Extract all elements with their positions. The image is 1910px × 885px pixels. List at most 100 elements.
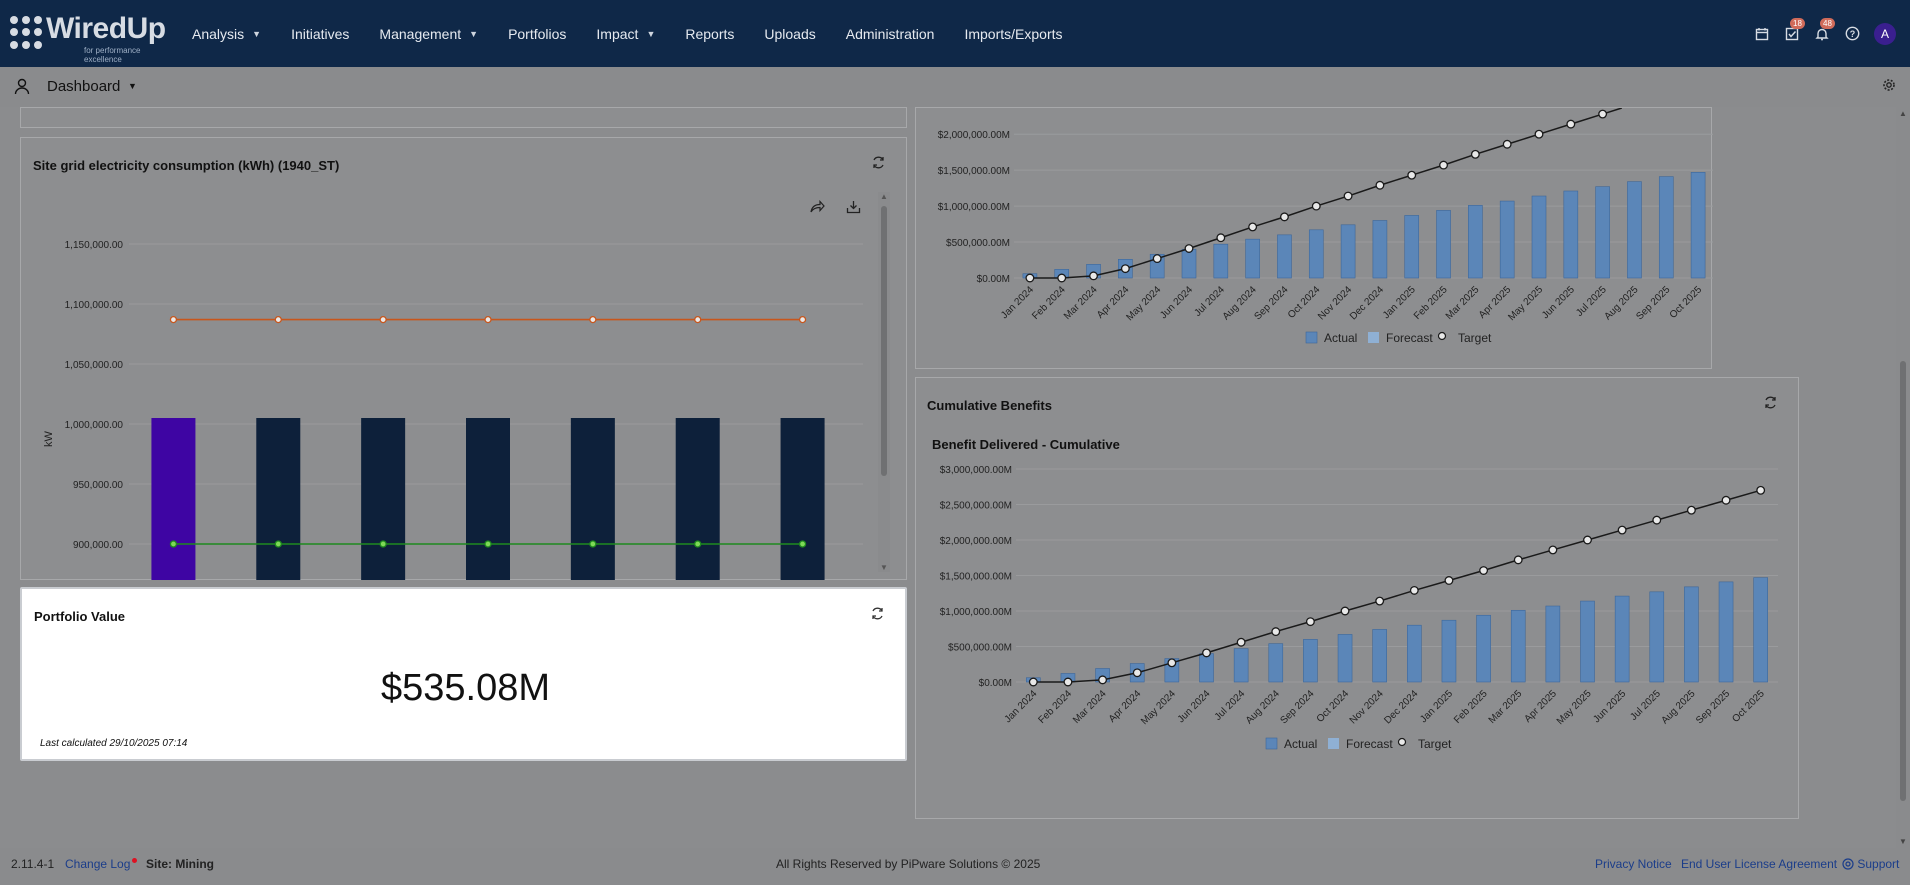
target-point — [1098, 675, 1108, 685]
download-icon[interactable] — [846, 200, 861, 219]
user-avatar[interactable]: A — [1874, 22, 1896, 45]
support-link[interactable]: Support — [1842, 857, 1899, 871]
top-navbar: WiredUp for performance excellence Analy… — [0, 0, 1910, 67]
scroll-down-icon[interactable]: ▼ — [880, 563, 888, 572]
target-point — [1617, 525, 1627, 535]
bell-icon[interactable]: 48 — [1814, 17, 1835, 42]
target-point — [1407, 170, 1417, 180]
actual-bar — [1404, 215, 1420, 279]
notifications-badge: 48 — [1820, 17, 1835, 29]
green-series-line-point — [589, 540, 597, 548]
brand-logo[interactable]: WiredUp for performance excellence — [10, 12, 180, 64]
x-tick-label: May 2025 — [1506, 284, 1545, 323]
x-tick-label: Sep 2025 — [1694, 688, 1732, 726]
target-point — [1167, 658, 1177, 668]
target-point — [1513, 555, 1523, 565]
privacy-link[interactable]: Privacy Notice — [1595, 857, 1672, 871]
nav-management[interactable]: Management ▼ — [379, 26, 478, 42]
nav-imports-exports[interactable]: Imports/Exports — [964, 26, 1062, 42]
orange-series-line-point — [694, 315, 702, 324]
target-point — [1202, 648, 1211, 658]
nav-portfolios[interactable]: Portfolios — [508, 26, 566, 42]
target-point — [1756, 485, 1766, 495]
refresh-icon[interactable] — [1763, 395, 1778, 413]
support-icon — [1842, 858, 1854, 870]
refresh-icon[interactable] — [871, 155, 886, 173]
x-tick-label: Oct 2025 — [1668, 284, 1705, 321]
target-point — [1340, 606, 1350, 616]
scroll-down-icon[interactable]: ▼ — [1899, 837, 1907, 846]
bar — [151, 418, 196, 580]
cumulative-chart-top: $0.00M $500,000.00M $1,000,000.00M $1,500,0… — [938, 108, 1713, 345]
target-point — [1311, 201, 1321, 211]
target-point — [1598, 109, 1608, 119]
nav-impact[interactable]: Impact ▼ — [596, 26, 655, 42]
target-point — [1375, 180, 1385, 190]
bar — [256, 418, 301, 580]
calendar-icon[interactable] — [1754, 26, 1770, 42]
bar — [780, 418, 825, 580]
x-tick-label: Oct 2025 — [1730, 688, 1767, 725]
legend-target-marker — [1397, 737, 1407, 747]
x-tick-label: Aug 2024 — [1244, 688, 1282, 726]
new-dot-icon — [132, 858, 138, 863]
chevron-down-icon[interactable]: ▼ — [128, 81, 137, 91]
actual-bar — [1181, 248, 1197, 279]
bar — [361, 418, 406, 580]
actual-bar — [1407, 624, 1422, 683]
help-icon[interactable]: ? — [1844, 26, 1860, 42]
actual-bar — [1690, 172, 1706, 279]
scroll-thumb[interactable] — [881, 206, 887, 476]
target-point — [1305, 617, 1315, 627]
user-icon[interactable] — [14, 78, 30, 100]
gear-icon[interactable] — [1882, 78, 1896, 95]
chevron-down-icon: ▼ — [252, 28, 262, 39]
version: 2.11.4-1 — [11, 857, 55, 871]
dashboard-selector[interactable]: Dashboard — [47, 78, 121, 95]
chart-scrollbar[interactable]: ▲ ▼ — [878, 192, 890, 572]
page-scroll-thumb[interactable] — [1900, 361, 1906, 801]
y-tick-label: 950,000.00 — [73, 480, 123, 491]
y-tick-label: 1,000,000.00 — [65, 420, 124, 431]
actual-bar — [1372, 220, 1388, 279]
target-point — [1375, 596, 1385, 606]
nav-administration[interactable]: Administration — [846, 26, 935, 42]
nav-reports[interactable]: Reports — [685, 26, 734, 42]
page-scrollbar[interactable]: ▲ ▼ — [1896, 107, 1910, 848]
rights: All Rights Reserved by PiPware Solutions… — [776, 857, 1041, 871]
tasks-icon[interactable]: 18 — [1784, 17, 1805, 42]
legend-target-label: Target — [1458, 331, 1492, 345]
actual-bar — [1277, 234, 1292, 279]
cumulative-benefits-card: Cumulative Benefits Benefit Delivered - … — [915, 377, 1799, 819]
nav-analysis[interactable]: Analysis ▼ — [192, 26, 261, 42]
nav-uploads[interactable]: Uploads — [764, 26, 815, 42]
y-tick-label: $1,500,000.00M — [938, 166, 1010, 177]
refresh-icon[interactable] — [870, 606, 885, 624]
actual-bar — [1649, 591, 1665, 683]
x-tick-label: Dec 2024 — [1382, 688, 1420, 726]
x-tick-label: Oct 2024 — [1315, 688, 1352, 725]
scroll-up-icon[interactable]: ▲ — [1899, 109, 1907, 118]
brand-tagline: for performance excellence — [84, 46, 141, 64]
x-tick-label: Feb 2024 — [1036, 688, 1074, 726]
orange-series-line-point — [798, 315, 807, 324]
bar — [675, 418, 720, 580]
x-tick-label: Mar 2024 — [1071, 688, 1109, 726]
y-tick-label: $0.00M — [977, 274, 1010, 285]
changelog-link[interactable]: Change Log — [65, 857, 138, 871]
target-point — [1152, 254, 1162, 264]
actual-bar — [1614, 595, 1630, 683]
last-calculated: Last calculated 29/10/2025 07:14 — [40, 738, 188, 749]
legend-forecast-label: Forecast — [1386, 331, 1433, 345]
y-tick-label: $0.00M — [979, 678, 1012, 689]
nav-label: Impact — [596, 25, 639, 42]
eula-link[interactable]: End User License Agreement — [1681, 857, 1838, 871]
share-icon[interactable] — [809, 199, 825, 219]
target-point — [1120, 264, 1130, 274]
actual-bar — [1468, 205, 1483, 279]
orange-series-line-point — [274, 315, 282, 324]
target-point — [1534, 129, 1544, 139]
nav-initiatives[interactable]: Initiatives — [291, 26, 349, 42]
scroll-up-icon[interactable]: ▲ — [880, 192, 888, 201]
actual-bar — [1531, 195, 1547, 279]
